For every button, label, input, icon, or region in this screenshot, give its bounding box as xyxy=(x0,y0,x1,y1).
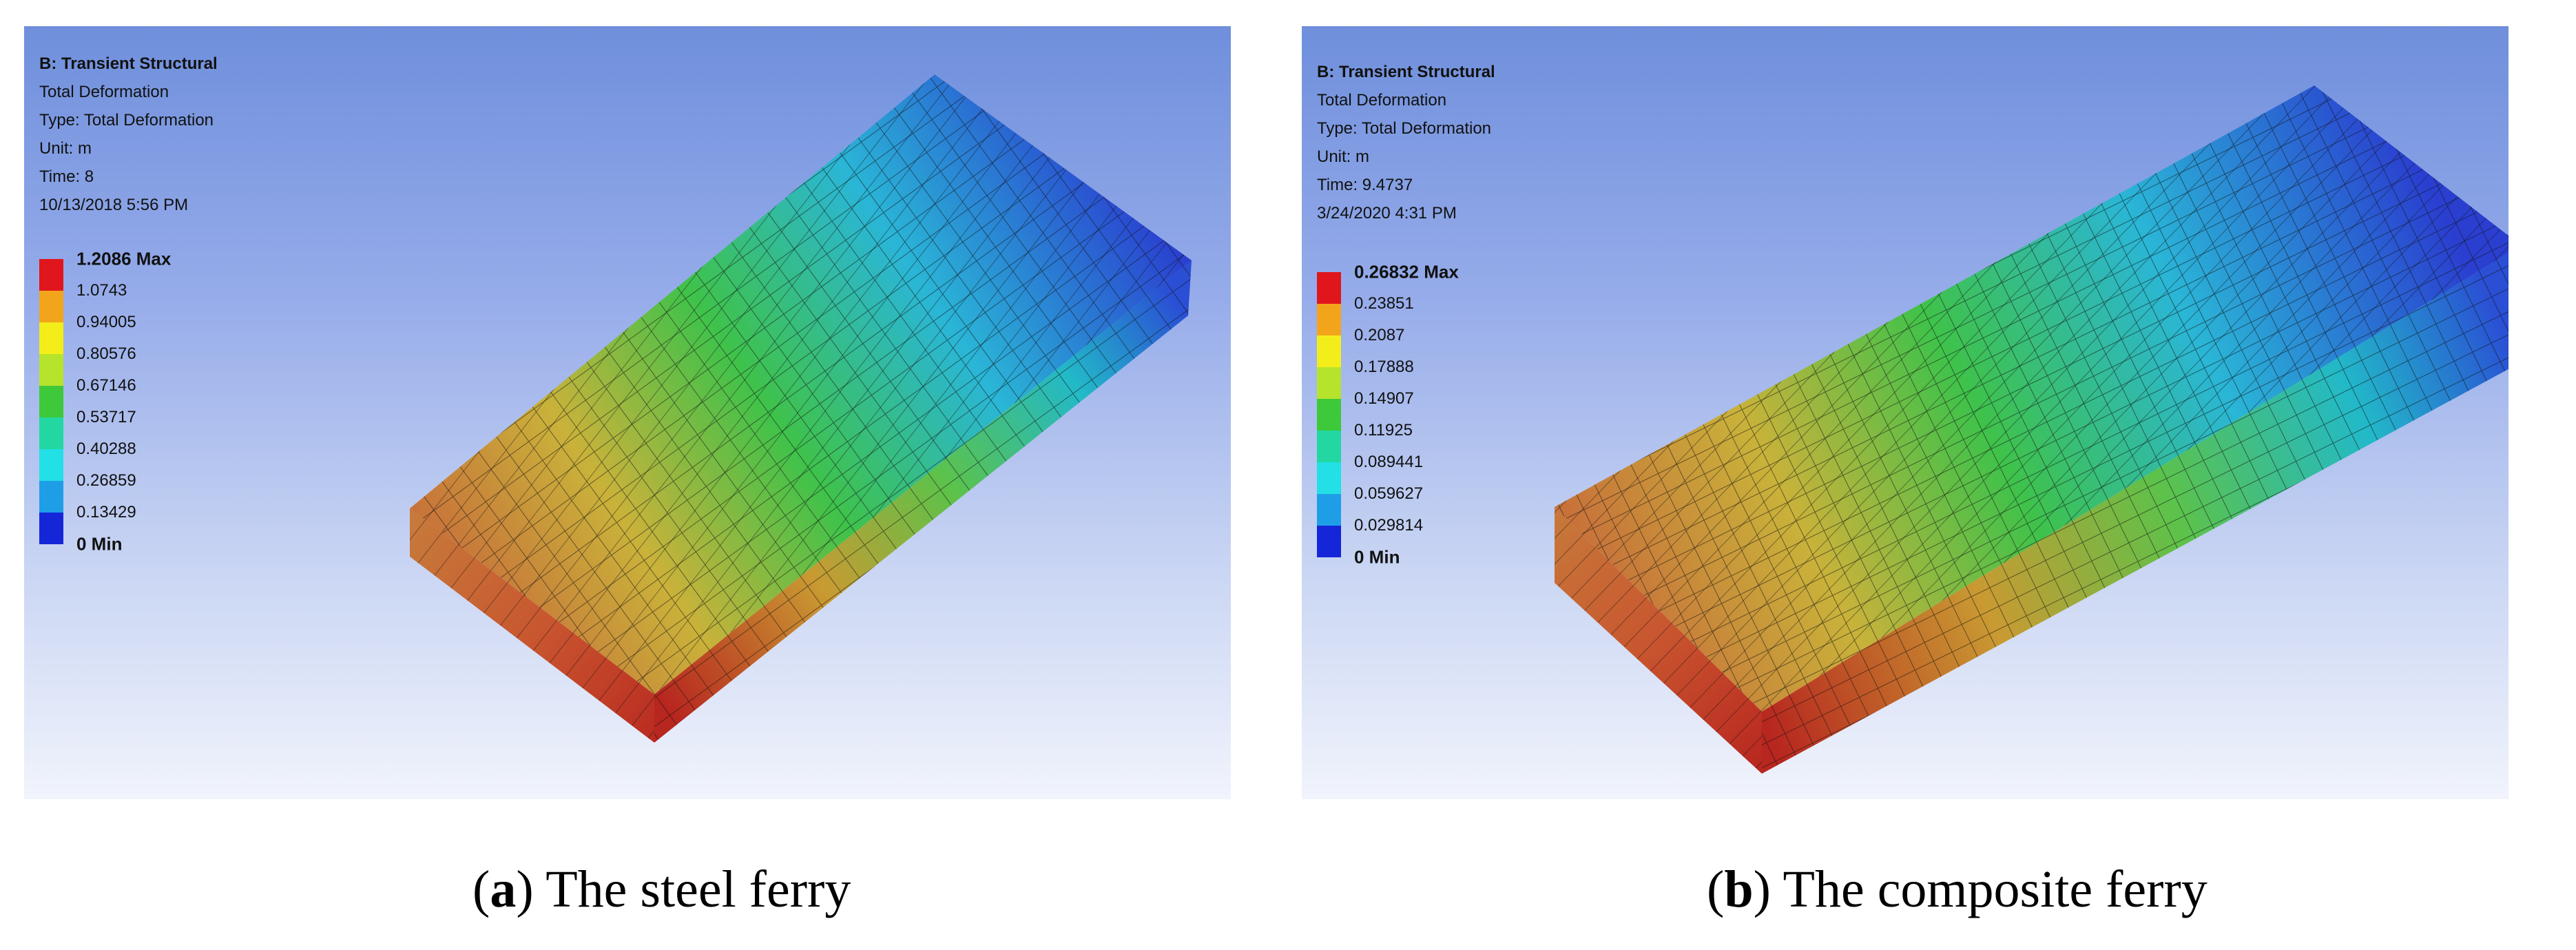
panel-steel-ferry: B: Transient Structural Total Deformatio… xyxy=(24,26,1231,799)
legend-label: 0.94005 xyxy=(76,313,136,331)
result-date: 3/24/2020 4:31 PM xyxy=(1317,204,1457,223)
legend-min-label: 0 Min xyxy=(76,533,123,555)
legend-swatch xyxy=(1317,335,1341,367)
legend-label: 0.17888 xyxy=(1354,358,1414,376)
legend-label: 0.089441 xyxy=(1354,453,1424,471)
result-date: 10/13/2018 5:56 PM xyxy=(39,196,189,214)
legend-label: 0.26859 xyxy=(76,471,136,490)
legend-label: 0.40288 xyxy=(76,440,136,458)
legend-label: 0.11925 xyxy=(1354,421,1413,440)
legend-label: 0.059627 xyxy=(1354,484,1424,503)
result-info: B: Transient Structural Total Deformatio… xyxy=(39,50,218,219)
legend-label: 0.14907 xyxy=(1354,389,1414,408)
legend-swatch xyxy=(39,386,63,417)
legend-label: 0.2087 xyxy=(1354,326,1405,344)
result-name: Total Deformation xyxy=(39,83,169,101)
legend-label: 1.0743 xyxy=(76,281,127,300)
caption-text: The composite ferry xyxy=(1770,860,2208,918)
result-time: Time: 9.4737 xyxy=(1317,176,1413,194)
legend-swatch xyxy=(39,513,63,544)
caption-letter: b xyxy=(1724,860,1754,918)
legend-swatch xyxy=(39,449,63,481)
panel-composite-ferry: B: Transient Structural Total Deformatio… xyxy=(1302,26,2509,799)
legend-swatch xyxy=(1317,431,1341,462)
legend-max-label: 1.2086 Max xyxy=(76,248,172,269)
caption-steel-ferry: (a) The steel ferry xyxy=(472,860,851,918)
legend-swatch xyxy=(1317,494,1341,526)
result-type: Type: Total Deformation xyxy=(1317,119,1492,138)
legend-swatch xyxy=(1317,462,1341,494)
result-unit: Unit: m xyxy=(1317,147,1370,166)
ferry-model-composite xyxy=(1555,85,2509,774)
legend-swatch xyxy=(39,322,63,354)
analysis-title: B: Transient Structural xyxy=(39,54,218,73)
legend-swatch xyxy=(39,291,63,322)
result-info: B: Transient Structural Total Deformatio… xyxy=(1317,58,1495,227)
legend-swatch xyxy=(39,481,63,513)
legend-swatch xyxy=(39,354,63,386)
legend-label: 0.67146 xyxy=(76,376,136,395)
legend-swatch xyxy=(39,417,63,449)
result-unit: Unit: m xyxy=(39,139,92,158)
result-type: Type: Total Deformation xyxy=(39,111,214,130)
result-name: Total Deformation xyxy=(1317,91,1447,110)
caption-text: The steel ferry xyxy=(533,860,851,918)
ferry-model-steel xyxy=(410,74,1192,743)
legend-swatch xyxy=(1317,367,1341,399)
legend-label: 0.029814 xyxy=(1354,516,1424,535)
legend-label: 0.23851 xyxy=(1354,294,1414,313)
legend-label: 0.13429 xyxy=(76,503,136,522)
legend-swatch xyxy=(1317,526,1341,557)
legend-swatch xyxy=(1317,304,1341,335)
caption-letter: a xyxy=(490,860,517,918)
legend-swatch xyxy=(39,259,63,291)
legend-swatch xyxy=(1317,399,1341,431)
result-time: Time: 8 xyxy=(39,167,94,186)
analysis-title: B: Transient Structural xyxy=(1317,63,1495,81)
legend-swatch xyxy=(1317,272,1341,304)
caption-composite-ferry: (b) The composite ferry xyxy=(1707,860,2208,918)
legend-max-label: 0.26832 Max xyxy=(1354,261,1459,282)
legend-label: 0.80576 xyxy=(76,344,136,363)
legend-min-label: 0 Min xyxy=(1354,546,1400,568)
legend-label: 0.53717 xyxy=(76,408,136,426)
